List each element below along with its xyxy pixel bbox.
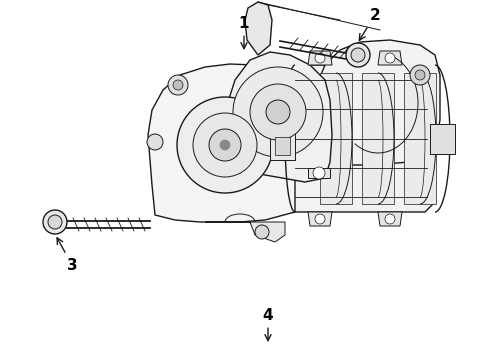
Circle shape [255,225,269,239]
Polygon shape [378,51,402,65]
Polygon shape [245,2,272,55]
Circle shape [168,75,188,95]
Circle shape [48,215,62,229]
Polygon shape [308,212,332,226]
Circle shape [346,43,370,67]
Circle shape [43,210,67,234]
Polygon shape [228,52,332,182]
Polygon shape [362,73,394,204]
Circle shape [410,65,430,85]
Circle shape [220,140,230,150]
Polygon shape [378,212,402,226]
Circle shape [351,48,365,62]
Circle shape [209,129,241,161]
Polygon shape [404,73,436,204]
Polygon shape [308,168,330,178]
Text: 2: 2 [359,8,380,40]
Circle shape [233,67,323,157]
Circle shape [315,53,325,63]
Polygon shape [308,51,332,65]
Polygon shape [430,123,455,153]
Circle shape [313,167,325,179]
Polygon shape [320,73,352,204]
Circle shape [385,214,395,224]
Text: 3: 3 [57,238,77,273]
Polygon shape [270,132,295,160]
Text: 1: 1 [239,15,249,49]
Circle shape [250,84,306,140]
Circle shape [266,100,290,124]
Text: 4: 4 [263,307,273,341]
Polygon shape [148,64,315,222]
Circle shape [415,70,425,80]
Polygon shape [295,65,435,212]
Polygon shape [316,40,440,165]
Circle shape [177,97,273,193]
Circle shape [147,134,163,150]
Polygon shape [205,222,285,242]
Circle shape [173,80,183,90]
Polygon shape [275,137,290,155]
Circle shape [315,214,325,224]
Circle shape [385,53,395,63]
Circle shape [193,113,257,177]
